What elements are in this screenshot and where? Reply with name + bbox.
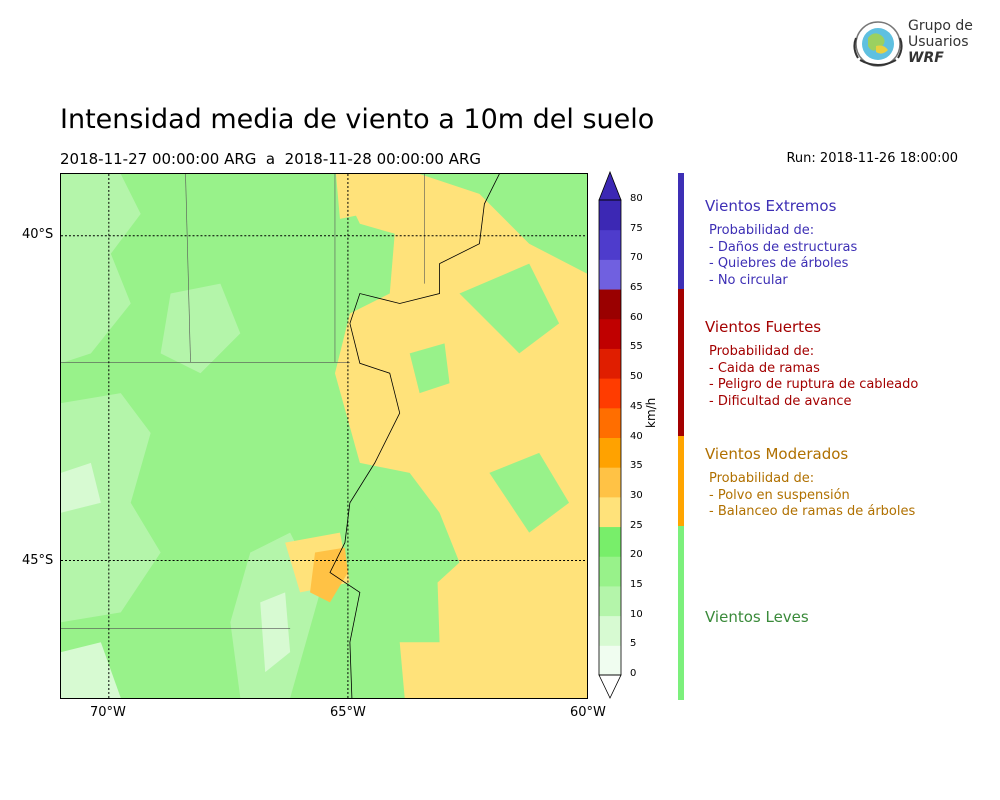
wind-map: [60, 173, 588, 699]
logo-text: Grupo de Usuarios WRF: [908, 18, 973, 66]
category-legend: Vientos Fuertes Probabilidad de: - Caida d…: [705, 318, 918, 410]
category-item: Probabilidad de:: [709, 471, 815, 486]
category-bar: [678, 289, 684, 436]
category-bar: [678, 436, 684, 526]
lat-label-40: 40°S: [22, 227, 54, 242]
category-item: Probabilidad de:: [709, 223, 815, 238]
colorbar-tick-label: 50: [630, 371, 643, 383]
colorbar-unit: km/h: [644, 397, 658, 428]
colorbar-tick-label: 30: [630, 489, 643, 501]
coastline: [329, 174, 500, 698]
category-legend: Vientos Extremos Probabilidad de: - Daños …: [705, 197, 857, 289]
colorbar-tick-label: 10: [630, 608, 643, 620]
category-item: - Peligro de ruptura de cableado: [709, 377, 919, 392]
category-title: Vientos Moderados: [705, 445, 849, 463]
colorbar-tick-label: 55: [630, 341, 643, 353]
lon-label-65: 65°W: [330, 705, 366, 720]
wind-field: [61, 174, 587, 698]
colorbar-tick-label: 45: [630, 400, 643, 412]
page-title: Intensidad media de viento a 10m del sue…: [60, 104, 655, 135]
category-items: Probabilidad de: - Caida de ramas - Peligr…: [705, 344, 918, 410]
logo-line1: Grupo de: [908, 18, 973, 34]
category-item: - Balanceo de ramas de árboles: [709, 504, 916, 519]
colorbar-tick-label: 0: [630, 668, 637, 679]
lon-label-60: 60°W: [570, 705, 606, 720]
logo-line3: WRF: [908, 50, 944, 66]
colorbar-segment: [599, 496, 621, 528]
category-bar: [678, 173, 684, 289]
date-range: 2018-11-27 00:00:00 ARG a 2018-11-28 00:…: [60, 150, 482, 168]
colorbar-segment: [599, 348, 621, 379]
colorbar-extend-max: [598, 170, 622, 201]
category-title: Vientos Extremos: [705, 197, 837, 215]
colorbar-segment: [599, 378, 621, 409]
colorbar-tick-label: 75: [630, 222, 643, 234]
colorbar-segment: [599, 467, 621, 498]
colorbar-segment: [599, 259, 621, 290]
category-bar: [678, 526, 684, 700]
colorbar-segment: [599, 200, 621, 231]
logo-line2: Usuarios: [908, 34, 969, 50]
colorbar-segment: [599, 289, 621, 320]
category-title: Vientos Fuertes: [705, 318, 822, 336]
wrf-logo: [853, 21, 903, 67]
colorbar-tick-label: 15: [630, 578, 643, 590]
colorbar-segment: [599, 585, 621, 617]
sea-green-patches: [409, 263, 570, 533]
stronger-wind-spot: [310, 547, 348, 603]
category-items: Probabilidad de: - Polvo en suspensión - B…: [705, 471, 915, 521]
colorbar-segment: [599, 615, 621, 646]
colorbar-tick-label: 20: [630, 549, 643, 561]
category-item: - Quiebres de árboles: [709, 256, 849, 271]
light-wind-patches: [61, 174, 321, 698]
colorbar-tick-label: 80: [630, 193, 643, 204]
category-item: Probabilidad de:: [709, 344, 815, 359]
lon-label-70: 70°W: [90, 705, 126, 720]
lat-label-45: 45°S: [22, 553, 54, 568]
category-item: - Dificultad de avance: [709, 393, 852, 409]
colorbar-tick-label: 65: [630, 282, 643, 294]
colorbar-segment: [599, 437, 621, 468]
colorbar-tick-label: 35: [630, 460, 643, 472]
colorbar-segment: [599, 645, 621, 676]
category-legend: Vientos Moderados Probabilidad de: - Polvo…: [705, 445, 915, 521]
colorbar-segment: [599, 526, 621, 557]
category-legend: Vientos Leves: [705, 608, 809, 626]
category-item: - Caida de ramas: [709, 360, 820, 376]
colorbar-segment: [599, 229, 621, 260]
colorbar-frame: [598, 199, 622, 676]
colorbar-tick-label: 40: [630, 430, 643, 442]
graticule: [61, 174, 587, 698]
colorbar-tick-label: 60: [630, 311, 643, 323]
colorbar-segment: [599, 407, 621, 438]
calm-patches: [61, 462, 291, 698]
colorbar-tick-label: 25: [630, 519, 643, 531]
colorbar-tick-label: 5: [630, 638, 637, 650]
category-item: - Polvo en suspensión: [709, 487, 850, 503]
category-items: Probabilidad de: - Daños de estructuras - …: [705, 223, 857, 289]
colorbar: [598, 170, 622, 699]
colorbar-tick-label: 70: [630, 252, 643, 264]
colorbar-segment: [599, 318, 621, 349]
category-item: - No circular: [709, 272, 788, 288]
run-time: Run: 2018-11-26 18:00:00: [786, 151, 958, 166]
category-title: Vientos Leves: [705, 608, 809, 626]
colorbar-extend-min: [598, 674, 622, 699]
colorbar-segment: [599, 556, 621, 587]
category-item: - Daños de estructuras: [709, 239, 858, 255]
